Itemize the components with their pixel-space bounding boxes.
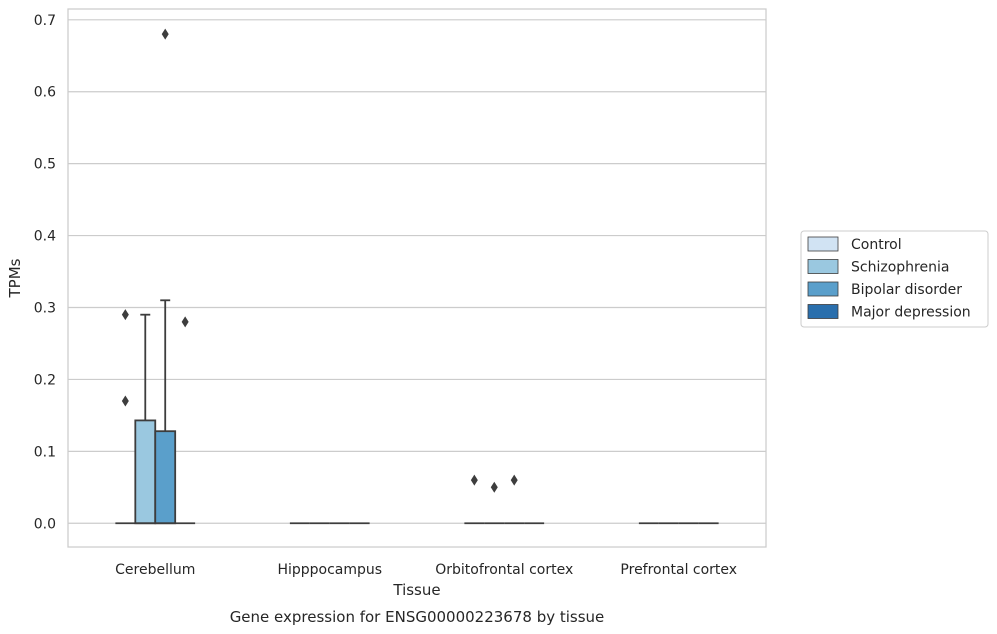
y-tick-label: 0.3 <box>34 300 56 316</box>
box-body <box>154 430 177 525</box>
legend-label: Control <box>851 237 902 253</box>
legend-label: Bipolar disorder <box>851 282 962 298</box>
box-0-3 <box>175 316 196 525</box>
outlier-point <box>161 28 169 40</box>
legend-swatch <box>807 304 839 319</box>
y-tick-label: 0.2 <box>34 372 56 388</box>
outlier-point <box>181 316 189 328</box>
y-axis-label: TPMs <box>6 258 24 298</box>
x-tick-labels: Cerebellum Hipppocampus Orbitofrontal cort… <box>115 562 737 578</box>
outlier-point <box>121 309 129 321</box>
legend-swatch <box>807 259 839 274</box>
outlier-point <box>121 395 129 407</box>
y-tick-labels: 0.0 0.1 0.2 0.3 0.4 0.5 0.6 0.7 <box>34 13 56 532</box>
outlier-point <box>510 474 518 486</box>
y-tick-label: 0.0 <box>34 516 56 532</box>
box-0-1 <box>134 313 157 525</box>
x-tick-label: Prefrontal cortex <box>620 562 737 578</box>
plot-frame <box>67 8 767 548</box>
x-axis-label: Tissue <box>392 581 440 599</box>
box-2-1 <box>484 481 505 525</box>
y-tick-label: 0.1 <box>34 444 56 460</box>
y-tick-label: 0.7 <box>34 13 56 29</box>
box-2-2 <box>504 474 525 525</box>
legend-swatch <box>807 236 839 252</box>
x-tick-label: Cerebellum <box>115 562 195 578</box>
grid-lines <box>68 19 766 524</box>
y-tick-label: 0.5 <box>34 157 56 173</box>
legend-label: Major depression <box>851 305 971 321</box>
outlier-point <box>470 474 478 486</box>
box-0-0 <box>115 309 136 525</box>
y-tick-label: 0.6 <box>34 85 56 101</box>
y-tick-label: 0.4 <box>34 229 56 245</box>
x-tick-label: Orbitofrontal cortex <box>435 562 573 578</box>
chart-caption: Gene expression for ENSG00000223678 by t… <box>230 608 605 626</box>
box-2-0 <box>464 474 485 525</box>
box-body <box>134 419 157 525</box>
outlier-point <box>490 481 498 493</box>
legend: Control Schizophrenia Bipolar disorder Majo… <box>800 230 989 328</box>
x-tick-label: Hipppocampus <box>277 562 382 578</box>
legend-swatch <box>807 281 839 297</box>
legend-frame <box>800 230 989 328</box>
box-0-2 <box>154 28 177 525</box>
box-plots <box>115 28 719 525</box>
legend-label: Schizophrenia <box>851 260 949 276</box>
